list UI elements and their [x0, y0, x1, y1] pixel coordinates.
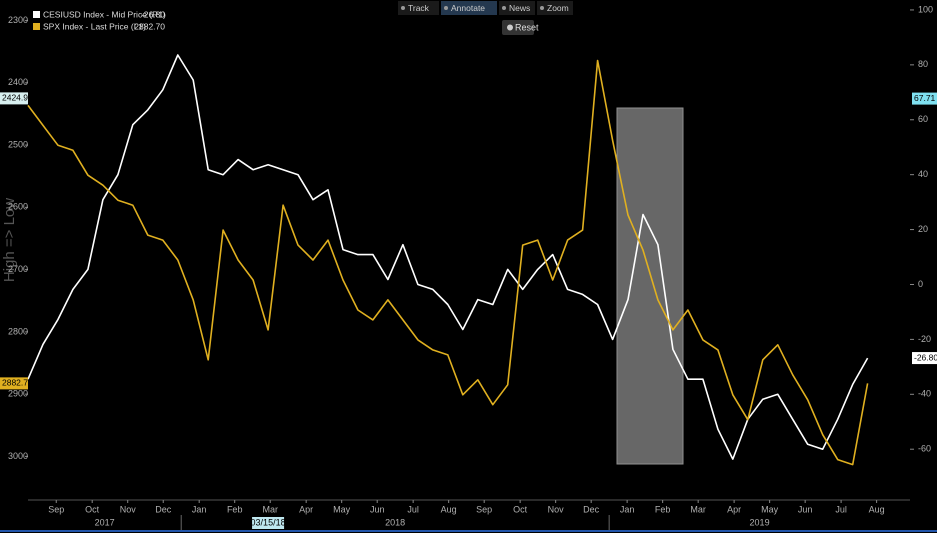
x-tick-label: Aug — [441, 504, 457, 514]
reset-button[interactable] — [502, 20, 534, 35]
x-tick-label: Sep — [48, 504, 64, 514]
toolbar-label[interactable]: Annotate — [451, 3, 485, 13]
axis-tag — [0, 377, 28, 390]
y2-tick-label: 20 — [918, 224, 928, 234]
x-tick-label: Jun — [370, 504, 385, 514]
year-label: 2018 — [385, 517, 405, 527]
toolbar: Reset Track Annotate News Zoom — [398, 1, 573, 35]
y2-tick-label: -60 — [918, 444, 931, 454]
y-tick-label: 2300 — [8, 15, 28, 25]
legend-value: 2882.70 — [134, 21, 165, 31]
toolbar-label[interactable]: Zoom — [547, 3, 569, 13]
x-tick-label: Nov — [548, 504, 565, 514]
toolbar-button[interactable] — [537, 1, 573, 15]
axis-tag-label: -26.80 — [914, 352, 937, 362]
toolbar-icon — [540, 6, 544, 10]
x-tick-label: Jul — [835, 504, 847, 514]
toolbar-icon — [401, 6, 405, 10]
y-tick-label: 2500 — [8, 139, 28, 149]
x-tick-label: Sep — [476, 504, 492, 514]
x-tick-label: Apr — [727, 504, 741, 514]
toolbar-button[interactable] — [499, 1, 535, 15]
toolbar-icon — [502, 6, 506, 10]
y-tick-label: 2600 — [8, 202, 28, 212]
y2-tick-label: 40 — [918, 169, 928, 179]
x-tick-label: Mar — [690, 504, 706, 514]
year-label: 2017 — [95, 517, 115, 527]
y2-tick-label: 100 — [918, 4, 933, 14]
cursor-date-box — [252, 517, 285, 529]
toolbar-button[interactable] — [398, 1, 439, 15]
x-tick-label: Oct — [85, 504, 100, 514]
x-tick-label: Nov — [120, 504, 137, 514]
y2-tick-label: -20 — [918, 334, 931, 344]
y-tick-label: 2900 — [8, 389, 28, 399]
axis-tag — [0, 92, 28, 105]
x-tick-label: Feb — [655, 504, 671, 514]
x-tick-label: May — [761, 504, 779, 514]
reset-icon — [507, 24, 513, 31]
x-tick-label: Dec — [155, 504, 172, 514]
y-tick-label: 2700 — [8, 264, 28, 274]
legend-swatch — [33, 11, 40, 18]
y2-tick-label: 80 — [918, 59, 928, 69]
legend-label: CESIUSD Index - Mid Price (R1) — [43, 9, 166, 19]
legend-label: SPX Index - Last Price (L1) — [43, 21, 146, 31]
axis-tag-label: 2882.70 — [2, 378, 33, 388]
y-axis-label: High => Low — [1, 198, 18, 282]
series-line — [27, 59, 869, 466]
axis-tag-label: 2424.99 — [2, 93, 33, 103]
x-tick-label: Jun — [798, 504, 813, 514]
legend-value: -26.80 — [141, 9, 165, 19]
toolbar-button[interactable] — [441, 1, 497, 15]
toolbar-label[interactable]: News — [509, 3, 530, 13]
x-tick-label: Oct — [513, 504, 528, 514]
reset-label[interactable]: Reset — [515, 22, 539, 32]
x-tick-label: Aug — [869, 504, 885, 514]
legend-swatch — [33, 23, 40, 30]
axis-tag — [912, 92, 937, 105]
x-tick-label: May — [333, 504, 351, 514]
y-tick-label: 2800 — [8, 326, 28, 336]
axis-tag-label: 67.71 — [914, 93, 936, 103]
toolbar-label[interactable]: Track — [408, 3, 430, 13]
toolbar-icon — [444, 6, 448, 10]
y2-tick-label: 60 — [918, 114, 928, 124]
y-tick-label: 3000 — [8, 451, 28, 461]
series-line — [27, 54, 869, 460]
axis-tag — [912, 352, 937, 365]
y2-tick-label: 0 — [918, 279, 923, 289]
cursor-date: 03/15/18 — [251, 517, 286, 527]
highlight-box — [616, 107, 684, 465]
x-tick-label: Jan — [620, 504, 635, 514]
x-tick-label: Mar — [262, 504, 278, 514]
y2-tick-label: -40 — [918, 389, 931, 399]
year-label: 2019 — [750, 517, 770, 527]
x-tick-label: Feb — [227, 504, 243, 514]
x-tick-label: Dec — [583, 504, 600, 514]
x-tick-label: Jul — [407, 504, 419, 514]
legend-box — [30, 8, 168, 38]
legend: CESIUSD Index - Mid Price (R1)-26.80 SPX … — [30, 8, 168, 38]
y-tick-label: 2400 — [8, 77, 28, 87]
x-tick-label: Apr — [299, 504, 313, 514]
x-tick-label: Jan — [192, 504, 207, 514]
